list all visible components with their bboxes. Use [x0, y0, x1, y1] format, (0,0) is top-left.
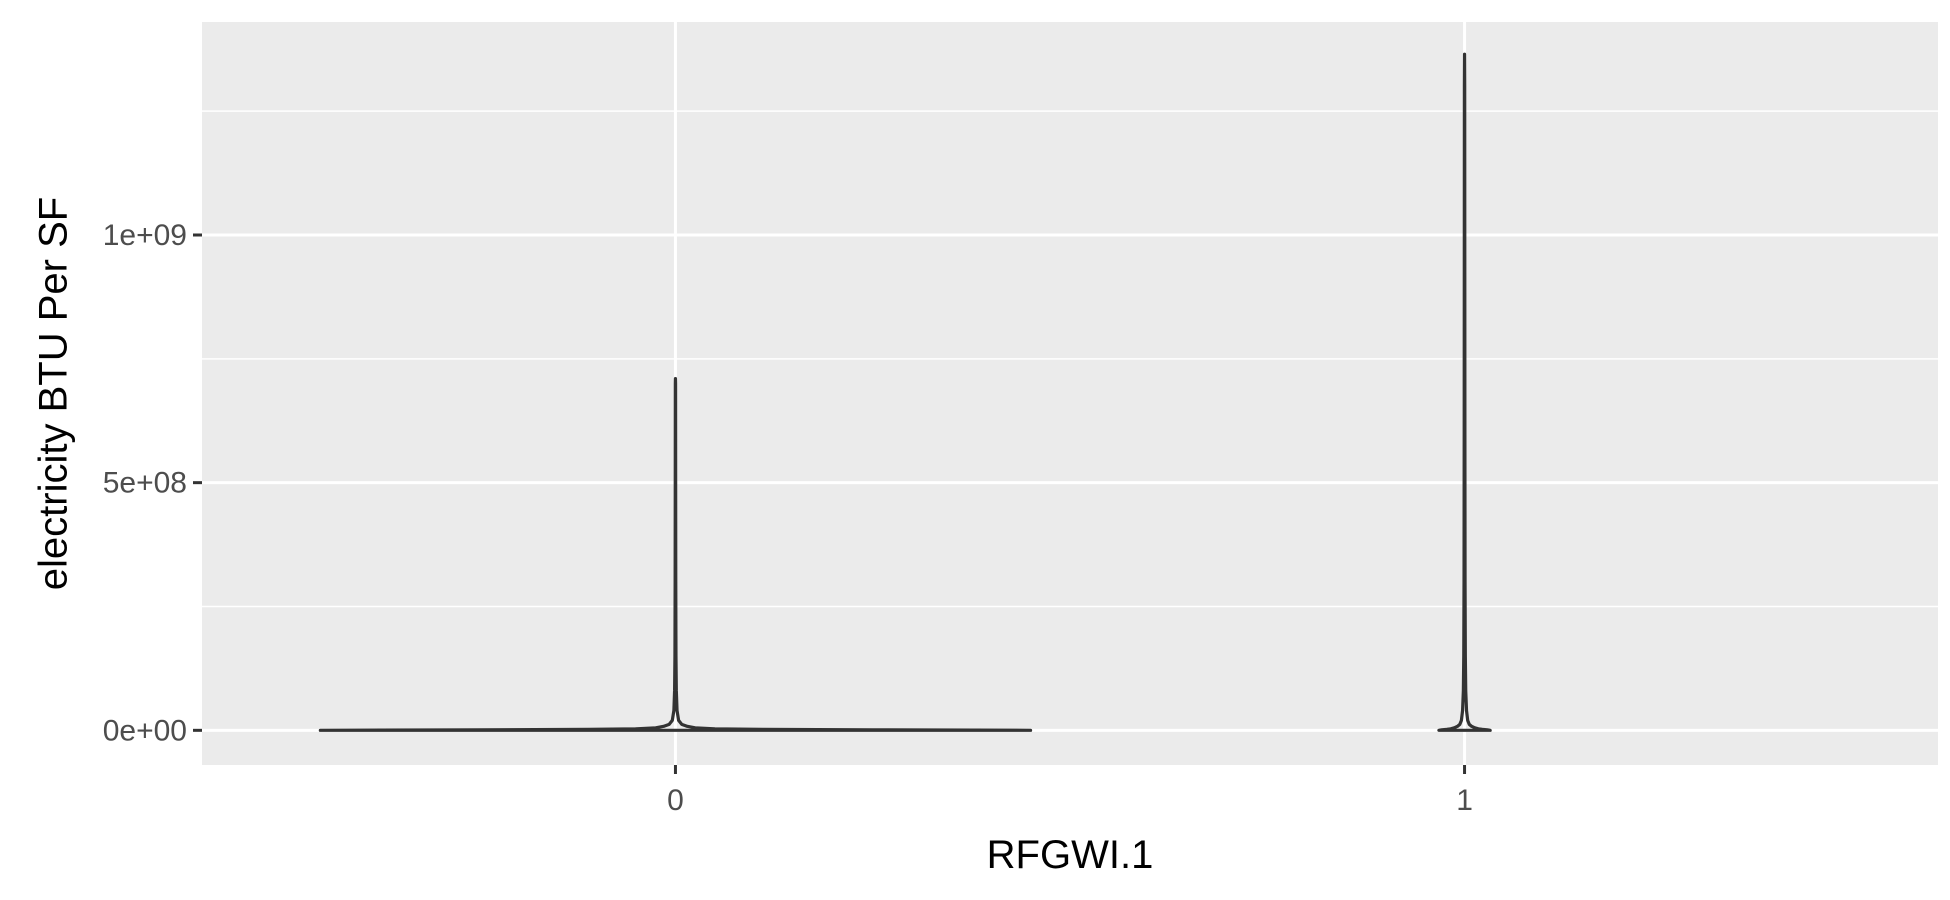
x-axis-title: RFGWI.1 [987, 833, 1154, 877]
x-tick-label: 0 [667, 784, 684, 817]
y-tick-label: 1e+09 [103, 219, 187, 252]
y-tick-label: 5e+08 [103, 467, 187, 500]
y-axis-title: electricity BTU Per SF [32, 197, 76, 590]
plot-panel [202, 22, 1938, 765]
violins [318, 52, 1492, 732]
y-tick-label: 0e+00 [103, 714, 187, 747]
axes: 0e+00 5e+08 1e+09 0 1 [103, 219, 1473, 817]
x-tick-label: 1 [1456, 784, 1473, 817]
violin-0 [318, 377, 1033, 732]
violin-1 [1437, 52, 1492, 732]
